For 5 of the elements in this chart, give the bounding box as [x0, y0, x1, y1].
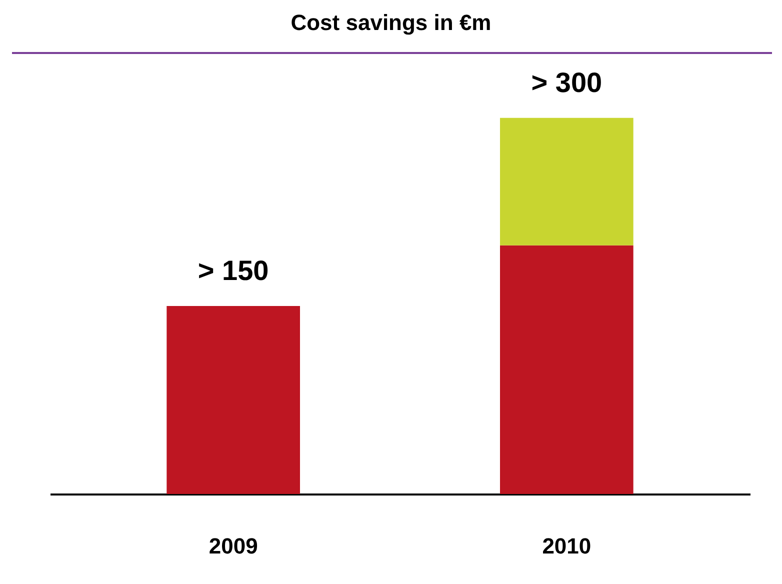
- chart-title: Cost savings in €m: [290, 9, 492, 37]
- total-label: > 150: [198, 254, 269, 286]
- x-tick-label: 2010: [542, 534, 592, 558]
- x-tick-label: 2009: [208, 534, 258, 558]
- total-label: > 300: [531, 66, 602, 98]
